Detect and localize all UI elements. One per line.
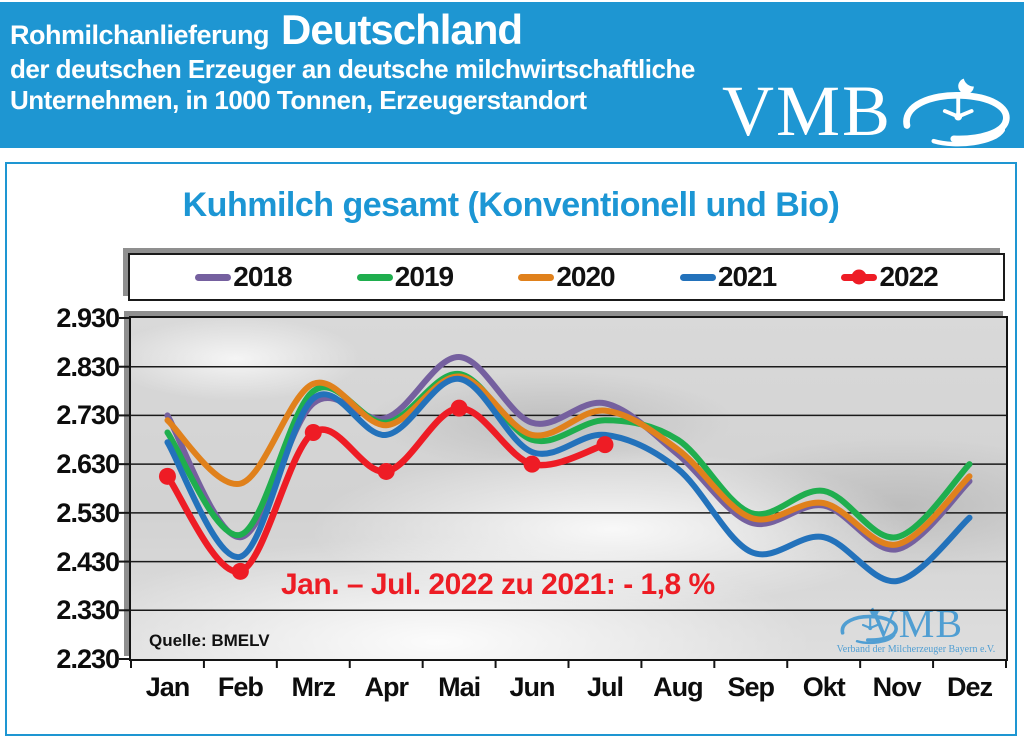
header-title-large: Deutschland: [281, 6, 523, 53]
series-marker-2022: [596, 436, 614, 454]
legend-swatch-2018: [195, 273, 232, 281]
vmb-swirl-icon: [903, 78, 1010, 147]
y-tick-label: 2.230: [56, 644, 120, 674]
legend-marker-dot: [851, 269, 867, 285]
series-marker-2022: [304, 423, 322, 441]
x-tick-label-Dez: Dez: [947, 672, 993, 702]
header-title: Rohmilchanlieferung Deutschland: [10, 6, 695, 53]
x-tick-label-Feb: Feb: [217, 672, 264, 702]
series-marker-2022: [377, 462, 395, 480]
series-marker-2022: [158, 467, 176, 485]
legend-label-2021: 2021: [717, 261, 777, 292]
x-tick-label-Sep: Sep: [727, 672, 776, 702]
header-title-small: Rohmilchanlieferung: [10, 20, 270, 50]
x-tick-label-Nov: Nov: [872, 672, 922, 702]
series-line-2021: [164, 375, 973, 585]
header-text: Rohmilchanlieferung Deutschland der deut…: [10, 6, 695, 116]
x-tick-label-Okt: Okt: [802, 672, 846, 702]
chart-svg: [119, 317, 1007, 668]
chart-panel: Kuhmilch gesamt (Konventionell und Bio) …: [5, 162, 1017, 736]
series-marker-2022: [523, 455, 541, 473]
x-tick-label-Aug: Aug: [653, 672, 703, 702]
series-line-2019: [164, 370, 973, 541]
header-subtitle-line2: Unternehmen, in 1000 Tonnen, Erzeugersta…: [10, 85, 587, 116]
legend-item-2019: 2019: [356, 261, 454, 293]
vmb-logo: VMB: [722, 72, 1016, 150]
legend-item-2018: 2018: [195, 261, 293, 293]
legend-label-2022: 2022: [879, 261, 938, 292]
x-tick-label-Jan: Jan: [145, 672, 191, 702]
legend-item-2020: 2020: [518, 261, 616, 293]
legend-label-2020: 2020: [556, 261, 615, 292]
y-tick-label: 2.530: [56, 497, 120, 528]
x-tick-label-Jul: Jul: [586, 672, 624, 702]
legend-swatch-2019: [356, 273, 393, 281]
legend-swatch-2021: [679, 273, 716, 281]
y-tick-label: 2.330: [56, 595, 120, 626]
chart-title: Kuhmilch gesamt (Konventionell und Bio): [182, 186, 840, 224]
legend-item-2021: 2021: [679, 261, 777, 293]
legend-label-2018: 2018: [233, 261, 292, 292]
legend: 2018 2019 2020 2021 2022: [128, 253, 1005, 301]
y-tick-label: 2.630: [56, 449, 120, 480]
y-tick-label: 2.930: [56, 303, 120, 333]
vmb-watermark-swirl-icon: [840, 607, 898, 644]
source-label: Quelle: BMELV: [149, 631, 270, 650]
y-tick-label: 2.830: [56, 351, 120, 382]
x-tick-label-Apr: Apr: [364, 672, 409, 702]
legend-swatch-2022: [841, 269, 878, 285]
legend-item-2022: 2022: [841, 261, 939, 293]
legend-swatch-2020: [518, 273, 555, 281]
series-line-2020: [164, 373, 973, 548]
vmb-watermark-subtext: Verband der Milcherzeuger Bayern e.V.: [836, 644, 996, 655]
header: Rohmilchanlieferung Deutschland der deut…: [0, 2, 1024, 148]
vmb-logo-text: VMB: [721, 70, 892, 151]
plot-area: Jan. – Jul. 2022 zu 2021: - 1,8 % Quelle…: [119, 316, 1008, 668]
y-tick-label: 2.430: [56, 546, 120, 577]
series-marker-2022: [231, 562, 249, 580]
legend-label-2019: 2019: [394, 261, 454, 292]
x-tick-label-Mrz: Mrz: [291, 672, 337, 702]
y-tick-label: 2.730: [56, 400, 120, 431]
series-marker-2022: [450, 399, 468, 417]
header-subtitle-line1: der deutschen Erzeuger an deutsche milch…: [10, 54, 695, 85]
x-tick-label-Mai: Mai: [438, 672, 481, 702]
annotation-text: Jan. – Jul. 2022 zu 2021: - 1,8 %: [281, 568, 715, 601]
x-tick-label-Jun: Jun: [509, 672, 556, 702]
